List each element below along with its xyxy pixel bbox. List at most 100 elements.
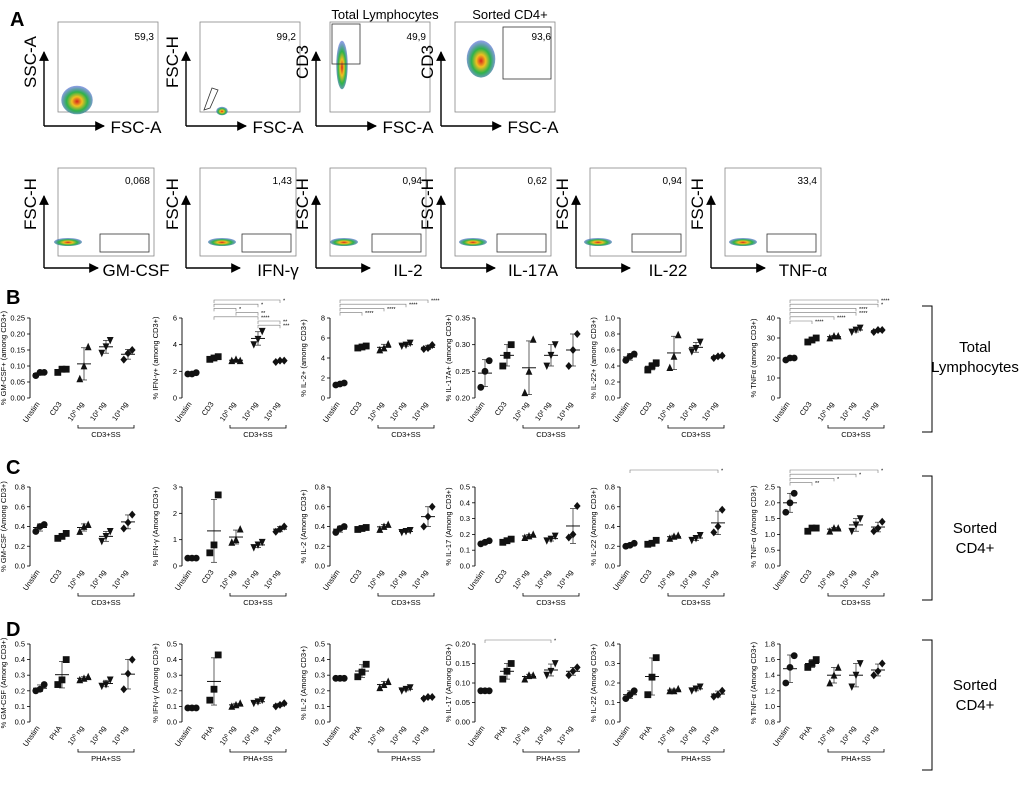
x-tick-label: 10³ ng <box>555 400 575 423</box>
y-tick-label: 2 <box>173 509 177 518</box>
flow-plot-title: Sorted CD4+ <box>472 7 548 22</box>
data-point <box>258 327 266 336</box>
data-point <box>62 365 70 373</box>
x-tick-label: 10² ng <box>88 400 108 423</box>
data-point <box>376 525 384 533</box>
y-tick-label: 0.2 <box>315 542 325 551</box>
panel-label-b: B <box>6 287 20 309</box>
group-bracket <box>77 593 135 597</box>
data-point <box>402 341 410 349</box>
group-bracket <box>229 593 287 597</box>
data-point <box>192 554 200 562</box>
group-bracket-label: CD3+SS <box>841 430 870 439</box>
data-point <box>210 541 218 549</box>
data-point <box>250 544 258 552</box>
y-tick-label: 0.15 <box>10 346 25 355</box>
y-tick-label: 0.0 <box>15 562 25 571</box>
data-point <box>692 534 700 543</box>
data-point <box>852 671 860 680</box>
significance-bracket <box>789 469 879 473</box>
flow-plot-bottom-6: 33,4 FSC-H TNF-α <box>688 167 828 280</box>
y-tick-label: 0.6 <box>315 502 325 511</box>
x-tick-label: CD3 <box>48 400 64 417</box>
y-tick-label: 0.0 <box>315 718 325 727</box>
x-tick-label: Unstim <box>771 724 792 748</box>
data-point <box>98 537 106 546</box>
data-point <box>569 667 577 676</box>
data-point <box>782 679 790 687</box>
significance-label: * <box>283 299 286 305</box>
flow-gate <box>766 233 817 253</box>
data-point <box>878 517 886 526</box>
flow-x-axis-label: TNF-α <box>779 261 828 280</box>
x-tick-label: Unstim <box>611 568 632 592</box>
group-bracket-label: PHA+SS <box>681 754 711 763</box>
x-tick-label: 10⁰ ng <box>816 568 836 591</box>
group-bracket-label: CD3+SS <box>243 430 272 439</box>
dot-plot-d-3: 0.0 0.1 0.2 0.3 0.4 0.5 % IL-2 (Among CD3+) Uns… <box>299 640 436 763</box>
data-point <box>808 524 816 532</box>
data-point <box>830 671 838 679</box>
data-point <box>812 524 820 532</box>
group-bracket <box>522 425 580 429</box>
data-point <box>210 354 218 362</box>
data-point <box>84 520 92 528</box>
x-tick-label: CD3 <box>348 400 364 417</box>
significance-label: **** <box>387 307 396 313</box>
data-point <box>128 346 136 354</box>
group-bracket <box>522 749 580 753</box>
x-tick-label: Unstim <box>21 568 42 592</box>
y-tick-label: 3 <box>173 483 177 492</box>
data-point <box>848 527 856 536</box>
dot-plot-c-5: 0.0 0.2 0.4 0.6 0.8 % IL-22 (Among CD3+) Unsti… <box>589 469 726 607</box>
data-point <box>696 531 704 540</box>
data-point <box>499 675 507 683</box>
dot-plot-d-1: 0.0 0.1 0.2 0.3 0.4 0.5 % GM-CSF (Among CD3+) U… <box>0 637 136 763</box>
x-tick-label: CD3 <box>798 400 814 417</box>
x-tick-label: CD3 <box>200 400 216 417</box>
data-point <box>630 539 638 547</box>
data-point <box>250 699 258 708</box>
y-tick-label: 1.0 <box>765 702 775 711</box>
flow-plot-title: Total Lymphocytes <box>331 7 439 22</box>
x-tick-label: 10⁰ ng <box>66 724 86 747</box>
y-tick-label: 0.0 <box>605 394 615 403</box>
x-tick-label: 10³ ng <box>860 724 880 747</box>
flow-gate-percent: 0,94 <box>663 176 683 187</box>
significance-label: * <box>554 639 557 645</box>
data-point <box>485 357 493 365</box>
panel-label-c: C <box>6 457 20 479</box>
data-point <box>856 660 864 668</box>
significance-bracket <box>339 308 385 312</box>
flow-density-blob <box>729 238 757 246</box>
data-point <box>206 549 214 557</box>
group-bracket-label: CD3+SS <box>391 430 420 439</box>
data-point <box>804 664 812 671</box>
data-point <box>674 531 682 539</box>
row-label-d-line2: CD4+ <box>956 697 995 714</box>
x-tick-label: 10⁰ ng <box>218 724 238 747</box>
group-bracket-label: CD3+SS <box>681 430 710 439</box>
group-bracket <box>229 749 287 753</box>
data-point <box>384 677 392 685</box>
data-point <box>826 679 834 687</box>
x-tick-label: 10³ ng <box>860 400 880 423</box>
x-tick-label: CD3 <box>200 568 216 585</box>
data-point <box>551 532 559 540</box>
data-point <box>874 326 882 334</box>
y-tick-label: 4 <box>321 354 325 363</box>
y-tick-label: 0.5 <box>15 640 25 649</box>
flow-y-axis-label: FSC-H <box>163 36 182 88</box>
x-tick-label: Unstim <box>611 724 632 748</box>
significance-bracket <box>484 639 552 643</box>
x-tick-label: 10⁰ ng <box>366 568 386 591</box>
data-point <box>804 338 812 346</box>
flow-plot-bottom-2: 1,43 FSC-H IFN-γ <box>163 167 299 280</box>
flow-gate <box>502 26 552 80</box>
x-tick-label: Unstim <box>173 724 194 748</box>
x-tick-label: 10³ ng <box>262 724 282 747</box>
x-tick-label: 10⁰ ng <box>816 724 836 747</box>
data-point <box>786 664 794 671</box>
significance-label: * <box>837 477 840 483</box>
significance-bracket <box>789 482 813 486</box>
